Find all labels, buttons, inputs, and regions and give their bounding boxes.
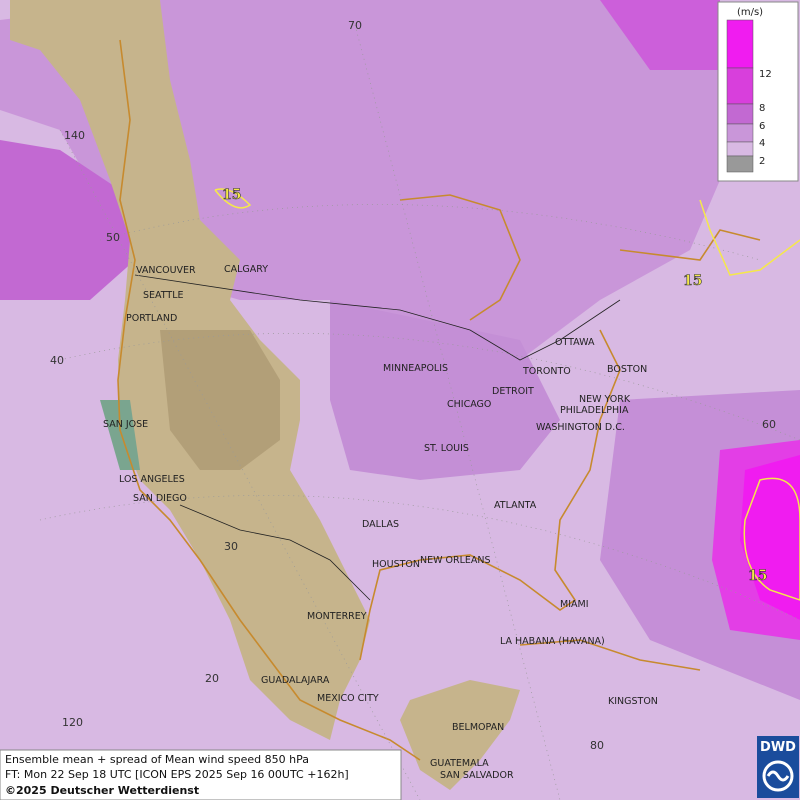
city-label: SAN SALVADOR: [440, 770, 514, 781]
logo-icon: [762, 760, 794, 792]
wind-max: [740, 455, 800, 620]
grid-label: 140: [64, 129, 85, 142]
city-label: PORTLAND: [126, 313, 177, 324]
legend-tick: 2: [759, 156, 765, 167]
graticule: [39, 24, 800, 800]
legend-swatch: [726, 141, 754, 157]
legend-swatch: [726, 19, 754, 69]
grid-label: 60: [762, 418, 776, 431]
grid-label: 80: [590, 739, 604, 752]
city-label: DETROIT: [492, 386, 534, 397]
contour-line: [214, 188, 800, 601]
city-label: LOS ANGELES: [119, 474, 185, 485]
city-label: DALLAS: [362, 519, 399, 530]
footer-box: [0, 749, 402, 800]
legend-swatch: [726, 155, 754, 173]
grid-label: 40: [50, 354, 64, 367]
city-labels: VANCOUVER CALGARY SEATTLE PORTLAND SAN J…: [103, 264, 658, 781]
city-label: WASHINGTON D.C.: [536, 422, 625, 433]
logo: DWD: [757, 736, 799, 798]
legend-tick: 12: [759, 69, 772, 80]
logo-icon: [766, 770, 790, 782]
city-label: TORONTO: [522, 366, 571, 377]
logo-box: [757, 736, 799, 798]
footer-line: ©2025 Deutscher Wetterdienst: [5, 784, 199, 797]
city-label: NEW ORLEANS: [420, 555, 491, 566]
city-label: GUADALAJARA: [261, 675, 330, 686]
terrain: [160, 330, 280, 470]
city-label: CALGARY: [224, 264, 268, 275]
legend-tick: 4: [759, 138, 765, 149]
terrain: [400, 680, 520, 790]
city-label: SAN JOSE: [103, 419, 148, 430]
city-label: VANCOUVER: [136, 265, 196, 276]
city-label: ST. LOUIS: [424, 443, 469, 454]
footer-line: FT: Mon 22 Sep 18 UTC [ICON EPS 2025 Sep…: [5, 768, 349, 781]
city-label: ATLANTA: [494, 500, 537, 511]
city-label: LA HABANA (HAVANA): [500, 636, 605, 647]
legend-unit: (m/s): [737, 7, 763, 18]
city-label: NEW YORK: [579, 394, 631, 405]
contour-label: 15: [683, 273, 702, 289]
contour-label: 15: [748, 568, 767, 584]
city-label: MINNEAPOLIS: [383, 363, 448, 374]
legend-tick: 8: [759, 103, 765, 114]
contour-label: 15: [222, 187, 241, 203]
city-label: BOSTON: [607, 364, 647, 375]
city-label: HOUSTON: [372, 559, 420, 570]
city-label: MIAMI: [560, 599, 589, 610]
city-label: SAN DIEGO: [133, 493, 187, 504]
grid-label: 120: [62, 716, 83, 729]
terrain: [100, 400, 140, 470]
border: [134, 274, 621, 601]
city-label: MONTERREY: [307, 611, 367, 622]
legend: (m/s) 2 4 6 8 12: [717, 1, 799, 182]
grid-labels: 70 140 50 40 60 30 20 120 80: [50, 19, 776, 752]
city-label: GUATEMALA: [430, 758, 489, 769]
grid-label: 70: [348, 19, 362, 32]
legend-swatch: [726, 103, 754, 125]
wind-zone: [600, 0, 720, 70]
city-label: MEXICO CITY: [317, 693, 379, 704]
legend-tick: 6: [759, 121, 765, 132]
grid-label: 20: [205, 672, 219, 685]
city-label: SEATTLE: [143, 290, 184, 301]
logo-text: DWD: [760, 740, 796, 755]
grid-label: 50: [106, 231, 120, 244]
footer-line: Ensemble mean + spread of Mean wind spee…: [5, 753, 309, 766]
city-label: OTTAWA: [555, 337, 595, 348]
footer: Ensemble mean + spread of Mean wind spee…: [0, 749, 402, 800]
coastline: [117, 39, 761, 761]
grid-label: 30: [224, 540, 238, 553]
city-label: PHILADELPHIA: [560, 405, 629, 416]
city-label: CHICAGO: [447, 399, 491, 410]
city-label: BELMOPAN: [452, 722, 504, 733]
wind-zone: [330, 300, 560, 480]
city-label: KINGSTON: [608, 696, 658, 707]
legend-swatch: [726, 67, 754, 105]
legend-swatch: [726, 123, 754, 143]
wind-zone: [0, 140, 135, 300]
